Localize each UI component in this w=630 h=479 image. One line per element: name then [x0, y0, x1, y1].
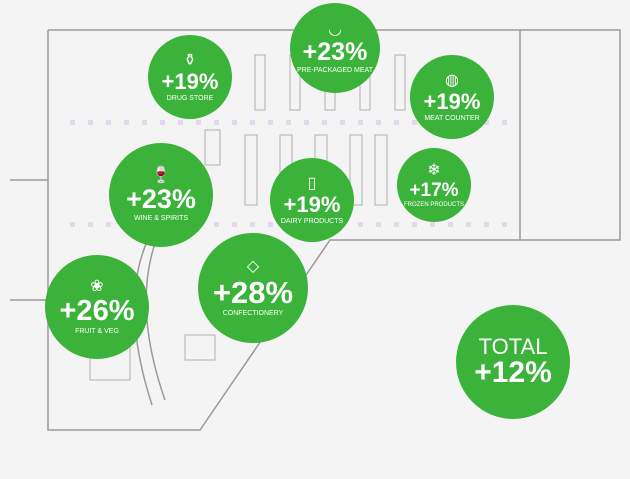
percent-value: +19% [283, 191, 341, 217]
floor-marker [448, 222, 453, 227]
bubble-confectionery: ◇ +28% CONFECTIONERY [198, 233, 308, 343]
total-value: +12% [474, 356, 552, 389]
floor-marker [358, 222, 363, 227]
total-label: TOTAL [478, 334, 548, 359]
wine-bottle-icon: 🍷 [151, 167, 171, 184]
floor-marker [160, 120, 165, 125]
department-label: FRUIT & VEG [75, 328, 119, 335]
floor-marker [502, 120, 507, 125]
floor-marker [250, 120, 255, 125]
bubble-fruit-veg: ❀ +26% FRUIT & VEG [45, 255, 149, 359]
floor-marker [376, 222, 381, 227]
floor-marker [412, 222, 417, 227]
department-label: MEAT COUNTER [424, 114, 480, 122]
percent-value: +19% [161, 68, 219, 94]
floor-marker [466, 222, 471, 227]
floor-marker [214, 222, 219, 227]
candy-icon: ◇ [246, 258, 260, 275]
floor-marker [358, 120, 363, 125]
percent-value: +23% [302, 38, 368, 66]
shelf [374, 134, 388, 206]
floor-marker [268, 120, 273, 125]
shelf [244, 134, 258, 206]
floor-marker [268, 222, 273, 227]
milk-carton-icon: ▯ [307, 174, 317, 192]
shelf [394, 54, 406, 111]
bubble-total: TOTAL +12% [456, 305, 570, 419]
floor-marker [394, 120, 399, 125]
bubble-meat-counter: ◍ +19% MEAT COUNTER [410, 55, 494, 139]
department-label: PRE-PACKAGED MEAT [297, 67, 373, 74]
floor-marker [340, 120, 345, 125]
floor-marker [142, 120, 147, 125]
floor-marker [376, 120, 381, 125]
shelf [349, 134, 363, 206]
floor-marker [88, 120, 93, 125]
floor-marker [502, 222, 507, 227]
floor-marker [124, 120, 129, 125]
percent-value: +23% [126, 184, 196, 214]
department-label: WINE & SPIRITS [133, 215, 189, 222]
department-label: FROZEN PRODUCTS [404, 201, 464, 208]
floor-marker [484, 222, 489, 227]
spray-bottle-icon: ⚱ [183, 51, 197, 69]
floor-marker [430, 222, 435, 227]
percent-value: +17% [409, 179, 459, 201]
percent-value: +26% [59, 295, 135, 327]
floor-marker [106, 120, 111, 125]
floor-marker [412, 120, 417, 125]
shelf [204, 129, 221, 166]
floor-marker [232, 222, 237, 227]
bubble-drug-store: ⚱ +19% DRUG STORE [148, 35, 232, 119]
floor-marker [196, 120, 201, 125]
floor-marker [286, 120, 291, 125]
floor-marker [88, 222, 93, 227]
shelf [184, 334, 216, 361]
bubble-frozen-products: ❄ +17% FROZEN PRODUCTS [397, 148, 471, 222]
shelf [254, 54, 266, 111]
department-label: CONFECTIONERY [222, 310, 284, 317]
floor-marker [70, 222, 75, 227]
floor-marker [250, 222, 255, 227]
department-label: DAIRY PRODUCTS [280, 217, 344, 225]
department-label: DRUG STORE [166, 94, 214, 102]
floor-marker [214, 120, 219, 125]
floor-marker [304, 120, 309, 125]
floor-marker [178, 120, 183, 125]
floor-marker [232, 120, 237, 125]
steak-icon: ◍ [445, 71, 459, 89]
floor-marker [106, 222, 111, 227]
bubble-pre-packaged-meat: ◡ +23% PRE-PACKAGED MEAT [290, 3, 380, 93]
floor-marker [394, 222, 399, 227]
percent-value: +28% [212, 275, 294, 310]
bubble-dairy-products: ▯ +19% DAIRY PRODUCTS [270, 158, 354, 242]
sausage-icon: ◡ [328, 21, 342, 38]
grapes-icon: ❀ [90, 278, 104, 295]
bubble-wine-spirits: 🍷 +23% WINE & SPIRITS [109, 143, 213, 247]
floor-marker [70, 120, 75, 125]
snowflake-icon: ❄ [427, 161, 441, 179]
floor-marker [322, 120, 327, 125]
floor-marker [484, 120, 489, 125]
percent-value: +19% [423, 88, 481, 114]
